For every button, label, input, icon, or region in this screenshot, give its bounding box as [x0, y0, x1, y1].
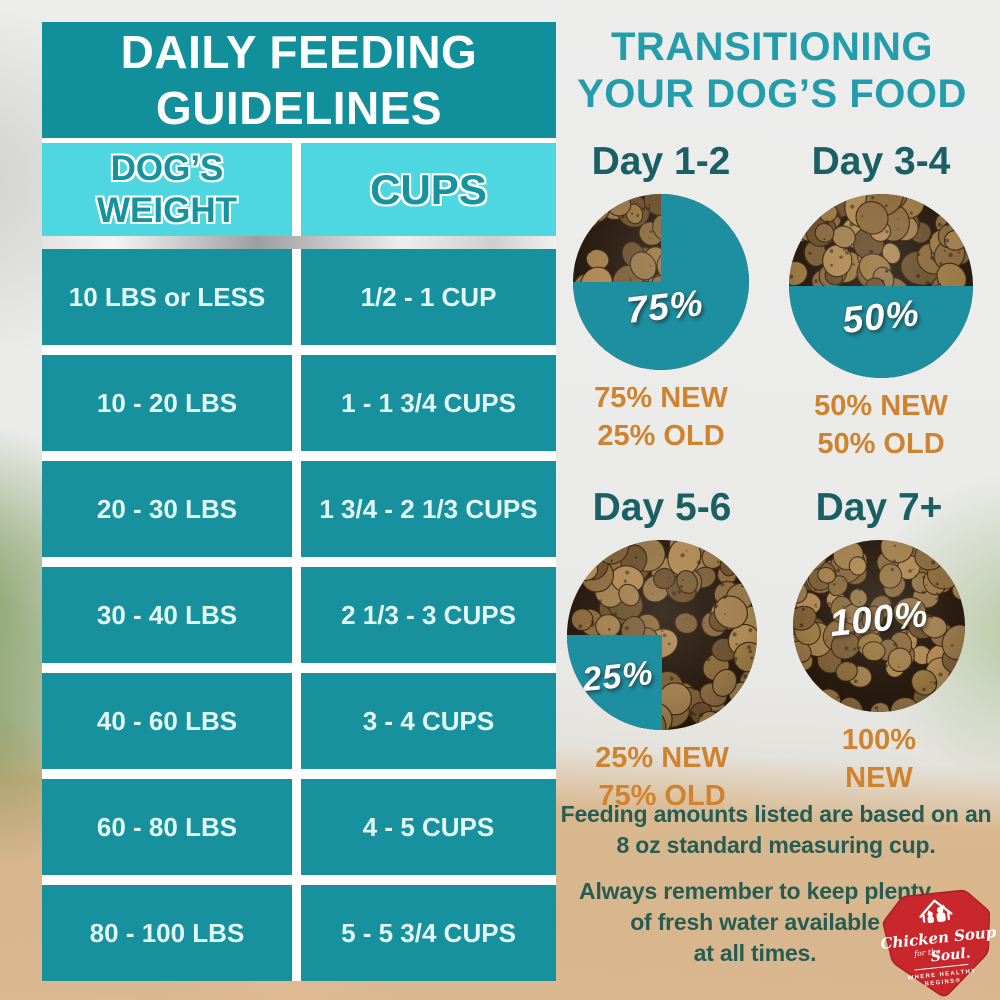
pie-teal-overlay: [789, 194, 973, 378]
table-body: 10 LBS or LESS 1/2 - 1 CUP 10 - 20 LBS 1…: [42, 249, 556, 981]
transition-caption: 75% NEW 25% OLD: [594, 382, 728, 453]
cups-cell: 1 - 1 3/4 CUPS: [301, 355, 556, 451]
day-label: Day 5-6: [592, 486, 732, 529]
chicken-soup-for-the-soul-logo: Chicken Soup for the Soul. WHERE HEALTHY…: [880, 888, 998, 1000]
logo-brand-bottom: Soul.: [930, 945, 971, 965]
table-row: 10 LBS or LESS 1/2 - 1 CUP: [42, 249, 556, 345]
transition-pie-day-7-plus: 100%: [793, 540, 965, 712]
transition-day-3-4: Day 3-4 50% 50% NEW 50% OLD: [781, 138, 981, 464]
pie-teal-overlay: [567, 540, 757, 730]
pie-teal-overlay: [573, 194, 749, 370]
table-row: 40 - 60 LBS 3 - 4 CUPS: [42, 673, 556, 769]
day-label: Day 1-2: [591, 140, 731, 183]
transition-day-1-2: Day 1-2 75% 75% NEW 25% OLD: [561, 138, 761, 456]
day-label: Day 7+: [815, 486, 943, 529]
note-measuring-cup: Feeding amounts listed are based on an 8…: [560, 801, 992, 858]
weight-cell: 10 - 20 LBS: [42, 355, 292, 451]
dog-cat-silhouette: [927, 904, 946, 924]
weight-cell: 40 - 60 LBS: [42, 673, 292, 769]
logo-badge: Chicken Soup for the Soul. WHERE HEALTHY…: [880, 889, 998, 997]
cups-cell: 4 - 5 CUPS: [301, 779, 556, 875]
weight-cell: 60 - 80 LBS: [42, 779, 292, 875]
transition-pie-day-1-2: 75%: [573, 194, 749, 370]
pie-percent-label: 75%: [624, 281, 705, 331]
weight-cell: 20 - 30 LBS: [42, 461, 292, 557]
cups-cell: 5 - 5 3/4 CUPS: [301, 885, 556, 981]
cups-cell: 1 3/4 - 2 1/3 CUPS: [301, 461, 556, 557]
column-header-cups: CUPS: [301, 143, 556, 236]
kibble-photo: [793, 540, 965, 712]
pie-percent-label: 25%: [580, 653, 656, 699]
logo-brand-mid: for the: [913, 947, 942, 959]
pie-percent-label: 50%: [840, 292, 922, 342]
note-fresh-water: Always remember to keep plenty of fresh …: [579, 878, 931, 966]
cups-cell: 1/2 - 1 CUP: [301, 249, 556, 345]
transition-pie-day-5-6: 25%: [567, 540, 757, 730]
table-row: 10 - 20 LBS 1 - 1 3/4 CUPS: [42, 355, 556, 451]
weight-cell: 30 - 40 LBS: [42, 567, 292, 663]
table-title: DAILY FEEDING GUIDELINES: [42, 22, 556, 138]
table-row: 30 - 40 LBS 2 1/3 - 3 CUPS: [42, 567, 556, 663]
cups-cell: 3 - 4 CUPS: [301, 673, 556, 769]
weight-cell: 10 LBS or LESS: [42, 249, 292, 345]
table-row: 20 - 30 LBS 1 3/4 - 2 1/3 CUPS: [42, 461, 556, 557]
transition-day-7-plus: Day 7+ 100% 100% NEW: [779, 484, 979, 798]
table-row: 60 - 80 LBS 4 - 5 CUPS: [42, 779, 556, 875]
feeding-guidelines-table: DAILY FEEDING GUIDELINES DOG’S WEIGHT CU…: [42, 22, 556, 981]
transition-day-5-6: Day 5-6 25% 25% NEW 75% OLD: [562, 484, 762, 816]
weight-cell: 80 - 100 LBS: [42, 885, 292, 981]
cups-cell: 2 1/3 - 3 CUPS: [301, 567, 556, 663]
transition-pie-day-3-4: 50%: [789, 194, 973, 378]
table-divider: [42, 236, 556, 249]
house-pets-icon: [919, 899, 953, 923]
table-header-row: DOG’S WEIGHT CUPS: [42, 143, 556, 236]
transition-caption: 25% NEW 75% OLD: [595, 742, 729, 813]
logo-tagline-line2: BEGINS®: [924, 977, 961, 988]
transition-title: TRANSITIONING YOUR DOG’S FOOD: [577, 25, 967, 117]
transition-caption: 100% NEW: [841, 724, 917, 795]
logo-badge-shape: [882, 889, 991, 997]
column-header-dogs-weight: DOG’S WEIGHT: [42, 143, 292, 236]
transition-caption: 50% NEW 50% OLD: [814, 390, 948, 461]
day-label: Day 3-4: [811, 140, 951, 183]
pie-shading: [793, 540, 965, 712]
table-row: 80 - 100 LBS 5 - 5 3/4 CUPS: [42, 885, 556, 981]
